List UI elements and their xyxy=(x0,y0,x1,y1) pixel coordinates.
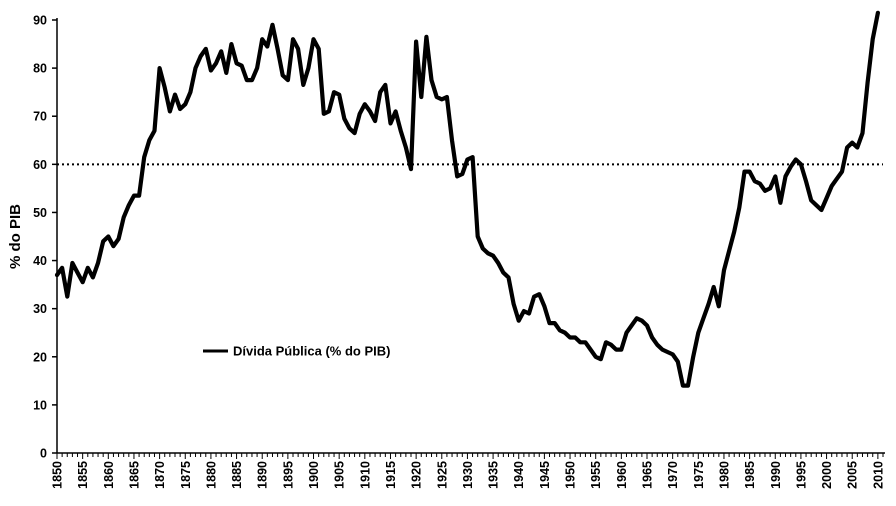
y-tick-label: 40 xyxy=(33,254,47,268)
x-tick-label: 1930 xyxy=(461,461,475,489)
y-tick-label: 70 xyxy=(33,110,47,124)
x-tick-label: 1920 xyxy=(410,461,424,489)
series-layer xyxy=(54,10,880,388)
x-tick-label: 1955 xyxy=(589,461,603,489)
x-tick-label: 1890 xyxy=(256,461,270,489)
legend-label: Dívida Pública (% do PIB) xyxy=(233,344,390,359)
x-tick-label: 1985 xyxy=(743,461,757,489)
axes: 0 10 20 30 40 50 60 70 80 90 1850 1855 1860 1865 1870… xyxy=(33,14,885,489)
x-tick-label: 1895 xyxy=(281,461,295,489)
x-tick-label: 1905 xyxy=(333,461,347,489)
y-ticks: 0 10 20 30 40 50 60 70 80 90 xyxy=(33,14,57,461)
legend: Dívida Pública (% do PIB) xyxy=(203,344,390,359)
x-tick-label: 1995 xyxy=(794,461,808,489)
x-tick-label: 1865 xyxy=(127,461,141,489)
x-tick-label: 1975 xyxy=(692,461,706,489)
y-tick-label: 80 xyxy=(33,62,47,76)
x-tick-label: 1940 xyxy=(512,461,526,489)
y-tick-label: 60 xyxy=(33,158,47,172)
x-tick-label: 1970 xyxy=(666,461,680,489)
y-tick-label: 20 xyxy=(33,350,47,364)
x-tick-label: 2000 xyxy=(820,461,834,489)
y-tick-label: 0 xyxy=(40,447,47,461)
x-ticks: 1850 1855 1860 1865 1870 1875 1880 1885 1890 1895… xyxy=(51,453,885,489)
x-tick-label: 1960 xyxy=(615,461,629,489)
x-tick-label: 1980 xyxy=(717,461,731,489)
x-tick-label: 1965 xyxy=(641,461,655,489)
x-tick-label: 1875 xyxy=(179,461,193,489)
x-tick-label: 1945 xyxy=(538,461,552,489)
x-tick-label: 1950 xyxy=(564,461,578,489)
y-tick-label: 10 xyxy=(33,398,47,412)
x-tick-label: 1935 xyxy=(487,461,501,489)
x-tick-label: 1880 xyxy=(204,461,218,489)
x-tick-label: 2005 xyxy=(846,461,860,489)
y-tick-label: 90 xyxy=(33,14,47,28)
y-tick-label: 30 xyxy=(33,302,47,316)
x-tick-label: 1990 xyxy=(769,461,783,489)
x-tick-label: 1900 xyxy=(307,461,321,489)
x-tick-label: 2010 xyxy=(871,461,885,489)
x-tick-label: 1870 xyxy=(153,461,167,489)
y-axis-label: % do PIB xyxy=(7,204,24,269)
x-tick-label: 1910 xyxy=(358,461,372,489)
x-tick-label: 1855 xyxy=(76,461,90,489)
y-tick-label: 50 xyxy=(33,206,47,220)
x-tick-label: 1860 xyxy=(102,461,116,489)
x-tick-label: 1915 xyxy=(384,461,398,489)
x-tick-label: 1850 xyxy=(51,461,65,489)
x-tick-label: 1925 xyxy=(435,461,449,489)
x-tick-label: 1885 xyxy=(230,461,244,489)
series-line-0 xyxy=(54,10,880,388)
